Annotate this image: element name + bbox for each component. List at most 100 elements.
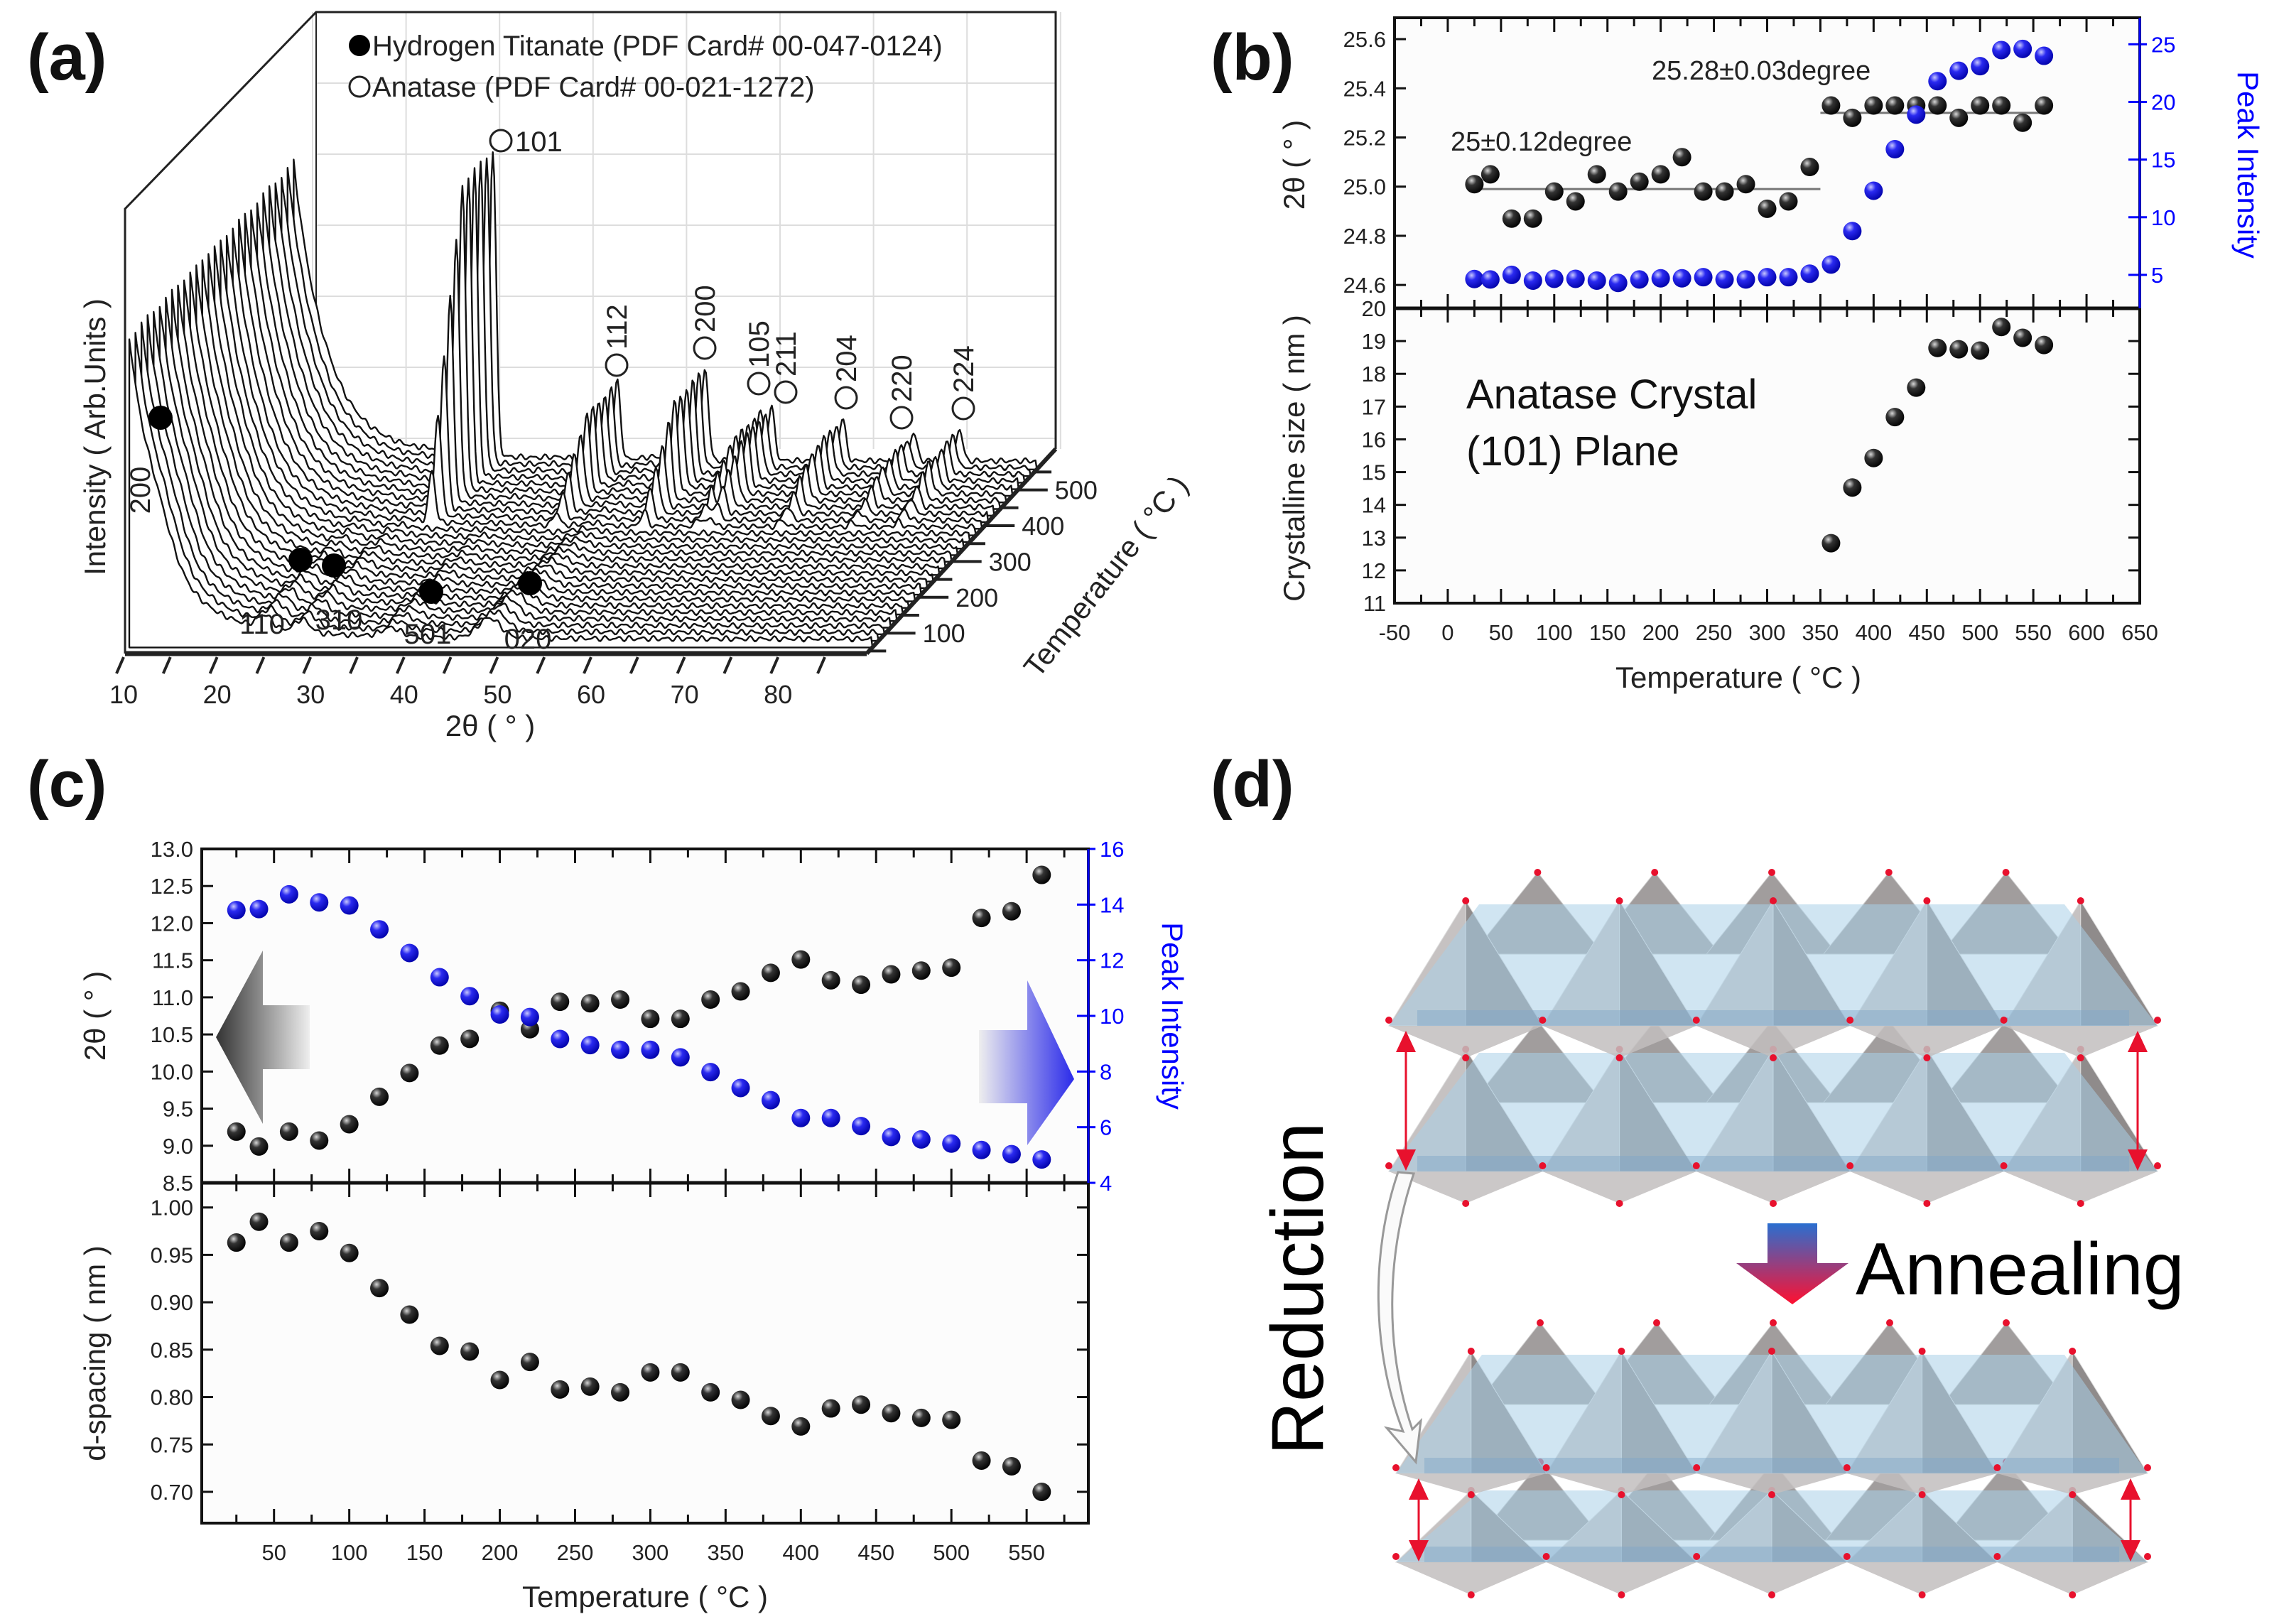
arrow-head-up — [2121, 1478, 2140, 1500]
anatase-peak-marker — [774, 380, 798, 404]
d-spacing-point — [310, 1222, 329, 1241]
octahedron-bottom — [1846, 1473, 1998, 1495]
oxygen-atom — [1615, 1054, 1623, 1061]
oxygen-atom — [1770, 1054, 1777, 1061]
layer-edge — [1424, 1458, 2119, 1473]
titanate-peak-label: 501 — [404, 619, 452, 650]
legend-titanate-marker — [349, 35, 370, 56]
crystallite-size-point — [1821, 534, 1841, 553]
two-theta-point — [249, 1137, 269, 1156]
oxygen-atom — [1993, 1553, 2001, 1560]
two-theta-point — [1544, 182, 1564, 201]
peak-intensity-point — [1885, 140, 1905, 159]
peak-intensity-point — [227, 901, 246, 920]
x-tick-label: 250 — [557, 1540, 594, 1565]
two-theta-point — [1694, 182, 1713, 201]
oxygen-atom — [1768, 1491, 1775, 1498]
oxygen-atom — [2154, 1017, 2161, 1024]
oxygen-atom — [2000, 1017, 2008, 1024]
crystallite-size-point — [1928, 338, 1947, 357]
octahedron-bottom — [2003, 1026, 2158, 1058]
bottom-y-tick-label: 0.70 — [151, 1480, 193, 1505]
x-tick — [536, 656, 546, 674]
legend-anatase-marker — [348, 75, 371, 98]
top-y-tick-label: 10.0 — [151, 1059, 193, 1084]
peak-intensity-point — [580, 1036, 600, 1055]
x-tick — [395, 656, 406, 674]
oxygen-atom — [2069, 1348, 2077, 1355]
x-tick-label: 50 — [483, 680, 511, 709]
top-y-tick-label: 25.2 — [1343, 126, 1386, 151]
peak-intensity-point — [1992, 40, 2011, 60]
right-y-tick-label: 4 — [1100, 1171, 1112, 1196]
d-spacing-point — [1032, 1482, 1051, 1501]
two-theta-point — [611, 990, 630, 1009]
plot-frame — [200, 848, 1090, 1525]
d-spacing-point — [1002, 1456, 1021, 1476]
oxygen-atom — [1770, 897, 1777, 904]
top-y-tick-label: 11.0 — [152, 985, 193, 1010]
peak-intensity-point — [1587, 271, 1606, 291]
x-tick — [349, 656, 359, 674]
oxygen-atom — [1542, 1553, 1550, 1560]
x-tick-label: 150 — [406, 1540, 443, 1565]
peak-intensity-point — [852, 1117, 871, 1136]
x-tick — [208, 656, 219, 674]
x-tick-label: 500 — [1961, 620, 1998, 645]
oxygen-atom — [1923, 897, 1931, 904]
x-tick-label: 550 — [2015, 620, 2052, 645]
bottom-y-tick-label: 0.95 — [151, 1243, 193, 1267]
two-theta-point — [882, 965, 901, 984]
peak-intensity-point — [972, 1140, 991, 1159]
peak-intensity-point — [1651, 269, 1670, 288]
xrd-waterfall-panel: 10 20 30 40 50 60 70 80 100 200 300 400 500 200 110 31… — [78, 11, 1195, 742]
oxygen-atom — [2069, 1491, 2077, 1498]
octahedron-bottom — [1850, 1026, 2004, 1058]
back-wall-grid — [124, 11, 1061, 654]
oxygen-atom — [1467, 1591, 1475, 1598]
octahedron-bottom — [1546, 1473, 1697, 1495]
layer-edge — [1417, 1010, 2129, 1026]
oxygen-atom — [1918, 1491, 1926, 1498]
anatase-peak-marker — [889, 406, 914, 430]
x-tick-label: 20 — [203, 680, 232, 709]
x-tick-label: 300 — [1749, 620, 1786, 645]
top-y-tick-label: 8.5 — [163, 1171, 193, 1196]
titanate-peak-marker — [288, 548, 313, 572]
x-tick — [583, 656, 592, 674]
x-tick-label: -50 — [1379, 620, 1411, 645]
two-theta-point — [942, 958, 961, 978]
x-tick-label: 150 — [1589, 620, 1626, 645]
oxygen-atom — [1467, 1491, 1475, 1498]
legend-titanate-label: Hydrogen Titanate (PDF Card# 00-047-0124… — [372, 31, 943, 62]
crystallite-size-point — [1843, 478, 1862, 497]
x-tick-label: 500 — [933, 1540, 970, 1565]
panel-label-a: (a) — [27, 21, 107, 94]
anatase-peak-label: 204 — [831, 335, 862, 382]
two-theta-point — [580, 994, 600, 1013]
oxygen-atom — [1923, 1054, 1931, 1061]
oxygen-atom — [1467, 1348, 1475, 1355]
d-spacing-point — [611, 1382, 630, 1402]
oxygen-atom — [1993, 1464, 2001, 1471]
crystallite-size-point — [1949, 340, 1969, 359]
octahedron-bottom — [1846, 1562, 1998, 1595]
octahedron-bottom — [1396, 1473, 1547, 1495]
two-theta-point — [821, 970, 840, 990]
peak-intensity-point — [821, 1108, 840, 1127]
peak-intensity-point — [1736, 270, 1755, 289]
oxygen-atom — [1392, 1553, 1400, 1560]
a-y-axis-label: Intensity ( Arb.Units ) — [78, 298, 112, 575]
top-y-tick-label: 9.5 — [163, 1097, 193, 1122]
bottom-y-tick-label: 0.90 — [151, 1290, 193, 1315]
octahedron-bottom — [1997, 1562, 2148, 1595]
peak-intensity-point — [1608, 274, 1628, 293]
arrow-head-up — [1409, 1478, 1429, 1500]
two-theta-point — [227, 1122, 246, 1141]
oxygen-atom — [1692, 1162, 1700, 1169]
bottom-y-tick-label: 15 — [1362, 460, 1386, 485]
oxygen-atom — [2077, 1200, 2084, 1207]
titanate-layer-plane — [1396, 1355, 2148, 1473]
oxygen-atom — [1770, 1200, 1777, 1207]
two-theta-point — [1672, 148, 1691, 167]
